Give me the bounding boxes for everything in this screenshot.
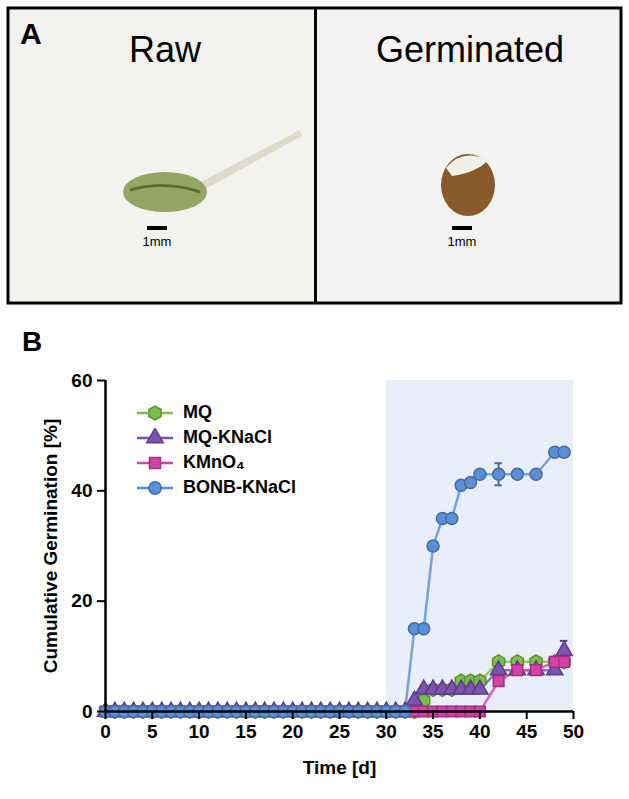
svg-text:40: 40: [469, 721, 490, 742]
svg-text:60: 60: [71, 370, 92, 391]
svg-text:25: 25: [329, 721, 351, 742]
svg-text:1mm: 1mm: [448, 234, 477, 249]
svg-text:Time [d]: Time [d]: [303, 757, 377, 778]
html-text:MQ: MQ: [183, 402, 212, 422]
svg-text:45: 45: [516, 721, 538, 742]
svg-text:5: 5: [147, 721, 158, 742]
svg-text:20: 20: [71, 590, 92, 611]
svg-text:40: 40: [71, 480, 92, 501]
svg-text:0: 0: [100, 721, 111, 742]
svg-text:Raw: Raw: [129, 29, 202, 70]
svg-text:50: 50: [563, 721, 584, 742]
html-text:B: B: [22, 326, 43, 357]
svg-text:15: 15: [235, 721, 257, 742]
svg-text:10: 10: [189, 721, 210, 742]
svg-text:Germinated: Germinated: [376, 29, 564, 70]
svg-text:0: 0: [82, 701, 93, 722]
svg-text:30: 30: [376, 721, 397, 742]
svg-text:35: 35: [423, 721, 445, 742]
html-text:KMnO₄: KMnO₄: [183, 452, 245, 472]
svg-text:1mm: 1mm: [143, 234, 172, 249]
html-text:BONB-KNaCl: BONB-KNaCl: [183, 477, 296, 497]
svg-text:A: A: [20, 17, 42, 50]
html-text:MQ-KNaCl: MQ-KNaCl: [183, 427, 272, 447]
svg-text:Cumulative Germination [%]: Cumulative Germination [%]: [40, 419, 61, 673]
svg-text:20: 20: [282, 721, 303, 742]
